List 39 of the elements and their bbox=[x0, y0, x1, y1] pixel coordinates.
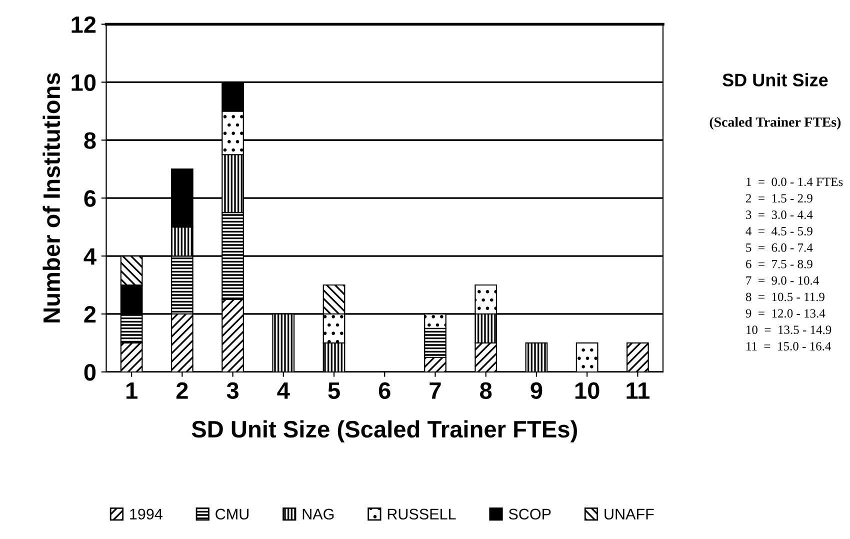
text: 7 = 9.0 - 10.4 bbox=[746, 276, 819, 285]
x-tick-label: 6 bbox=[378, 382, 390, 399]
x-tick-label: 9 bbox=[530, 382, 542, 399]
text: 10 = 13.5 - 14.9 bbox=[746, 326, 832, 334]
x-tick-label: 11 bbox=[626, 382, 650, 399]
y-tick-label: 4 bbox=[84, 248, 96, 265]
text: 6 = 7.5 - 8.9 bbox=[746, 260, 812, 268]
x-tick-label: 7 bbox=[430, 382, 441, 399]
text: 1 = 0.0 - 1.4 FTEs bbox=[746, 178, 843, 186]
legend-label: 1994 bbox=[130, 508, 162, 520]
text: 3 = 3.0 - 4.4 bbox=[746, 210, 813, 220]
legend-label: UNAFF bbox=[604, 508, 654, 520]
legend-label: SCOP bbox=[508, 508, 551, 520]
y-tick-label: 2 bbox=[84, 306, 96, 323]
text: SD Unit Size bbox=[722, 73, 828, 86]
legend-label: NAG bbox=[302, 508, 334, 520]
x-tick-label: 5 bbox=[328, 382, 340, 399]
text: 9 = 12.0 - 13.4 bbox=[746, 309, 826, 318]
text: 11 = 15.0 - 16.4 bbox=[746, 342, 831, 351]
y-tick-label: 12 bbox=[72, 16, 96, 33]
x-tick-label: 2 bbox=[176, 382, 188, 399]
y-tick-label: 8 bbox=[84, 132, 96, 149]
text: 4 = 4.5 - 5.9 bbox=[746, 226, 812, 236]
y-tick-label: 10 bbox=[72, 74, 96, 91]
legend-label: CMU bbox=[216, 508, 248, 520]
text: 2 = 1.5 - 2.9 bbox=[746, 194, 812, 203]
legend-label: RUSSELL bbox=[388, 508, 456, 520]
x-tick-label: 1 bbox=[126, 382, 138, 399]
y-tick-label: 6 bbox=[84, 190, 96, 207]
x-tick-label: 8 bbox=[480, 382, 492, 399]
x-tick-label: 3 bbox=[226, 382, 238, 400]
text: (Scaled Trainer FTEs) bbox=[710, 117, 841, 130]
x-tick-label: 10 bbox=[575, 382, 600, 399]
x-axis-title: SD Unit Size (Scaled Trainer FTEs) bbox=[192, 420, 577, 442]
text: 5 = 6.0 - 7.4 bbox=[746, 243, 813, 252]
text: 8 = 10.5 - 11.9 bbox=[746, 292, 824, 302]
y-axis-title: Number of Institutions bbox=[42, 73, 60, 322]
y-tick-label: 0 bbox=[84, 364, 96, 381]
x-tick-label: 4 bbox=[277, 382, 290, 399]
